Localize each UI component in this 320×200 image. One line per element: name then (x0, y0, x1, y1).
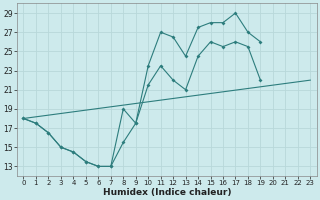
X-axis label: Humidex (Indice chaleur): Humidex (Indice chaleur) (103, 188, 231, 197)
